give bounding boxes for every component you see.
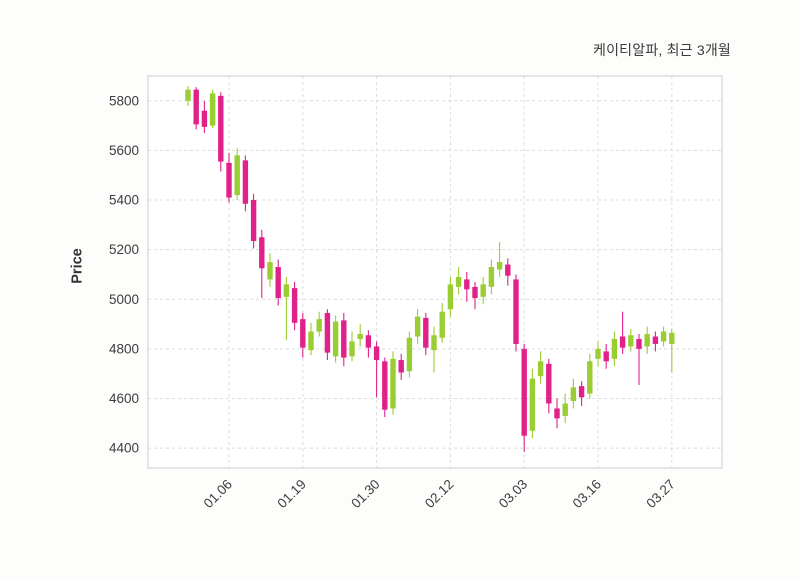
candle-body-up: [587, 361, 593, 394]
chart-title: 케이티알파, 최근 3개월: [593, 42, 731, 58]
candle-body-down: [275, 267, 281, 299]
candle-body-down: [554, 408, 560, 419]
candle-body-down: [250, 200, 257, 241]
plot-border: [147, 75, 723, 469]
candle-body-down: [505, 264, 511, 276]
candle-body-up: [570, 387, 577, 402]
candle-body-up: [234, 155, 240, 196]
x-tick-label: 01.06: [201, 477, 236, 512]
y-tick-label: 5000: [109, 292, 139, 307]
candle-body-down: [300, 319, 306, 348]
candle-body-up: [431, 335, 437, 351]
candle-body-down: [324, 312, 331, 353]
candle-body-down: [226, 162, 232, 198]
candle-body-up: [209, 93, 216, 126]
candle-body-up: [611, 338, 618, 359]
y-tick-label: 4800: [109, 341, 139, 356]
candle-body-up: [283, 284, 290, 297]
candle-body-up: [537, 361, 544, 377]
candle-body-up: [562, 403, 568, 416]
candle-body-down: [291, 288, 298, 323]
candle-body-up: [414, 316, 421, 337]
candle-body-down: [578, 386, 585, 398]
candle-body-up: [447, 284, 454, 310]
candle-body-up: [406, 337, 413, 372]
candle-body-up: [480, 284, 486, 297]
candle-body-up: [488, 267, 495, 287]
candle-body-up: [185, 89, 191, 101]
candle-body-up: [316, 319, 322, 332]
candle-body-down: [201, 110, 208, 127]
candle-body-up: [644, 334, 650, 347]
candle-body-up: [332, 321, 339, 357]
candle-body-up: [439, 311, 445, 338]
candle-body-down: [259, 237, 265, 269]
candle-body-down: [382, 361, 388, 410]
y-tick-label: 5600: [109, 143, 139, 158]
y-tick-label: 5800: [109, 93, 139, 108]
candle-body-up: [628, 335, 634, 347]
x-tick-label: 01.30: [348, 477, 383, 512]
candle-body-down: [546, 363, 552, 404]
candle-body-up: [390, 358, 396, 409]
candle-body-down: [218, 95, 224, 162]
candle-body-down: [603, 351, 609, 362]
x-tick-label: 03.03: [496, 477, 531, 512]
candle-body-down: [398, 360, 404, 373]
candle-body-up: [308, 331, 314, 351]
candle-body-down: [619, 336, 626, 348]
candle-body-down: [365, 335, 372, 348]
candle-body-down: [521, 348, 527, 436]
y-axis-label: Price: [69, 248, 86, 284]
candle-body-down: [341, 320, 347, 358]
candle-body-up: [669, 332, 675, 344]
x-tick-label: 03.16: [570, 477, 605, 512]
candle-body-down: [513, 279, 519, 344]
plot-area: [148, 76, 722, 468]
x-tick-label: 01.19: [274, 477, 309, 512]
candle-body-up: [267, 262, 273, 280]
candle-body-up: [660, 331, 667, 342]
candle-body-down: [464, 279, 470, 290]
x-tick-label: 02.12: [422, 477, 457, 512]
candle-body-down: [423, 317, 429, 348]
candle-body-down: [472, 286, 478, 299]
candle-body-up: [529, 378, 536, 431]
y-tick-label: 4400: [109, 441, 139, 456]
y-tick-label: 5200: [109, 242, 139, 257]
candle-body-up: [496, 262, 503, 270]
candle-body-down: [242, 160, 249, 204]
candle-body-up: [455, 276, 462, 287]
x-tick-label: 03.27: [643, 477, 678, 512]
candle-body-down: [373, 346, 380, 361]
candle-body-up: [595, 348, 601, 359]
candle-body-down: [636, 338, 642, 349]
y-tick-label: 4600: [109, 391, 139, 406]
candle-body-up: [349, 341, 355, 357]
y-tick-label: 5400: [109, 193, 139, 208]
candle-body-down: [652, 336, 659, 344]
candle-body-up: [357, 334, 363, 339]
candle-body-down: [193, 89, 199, 125]
